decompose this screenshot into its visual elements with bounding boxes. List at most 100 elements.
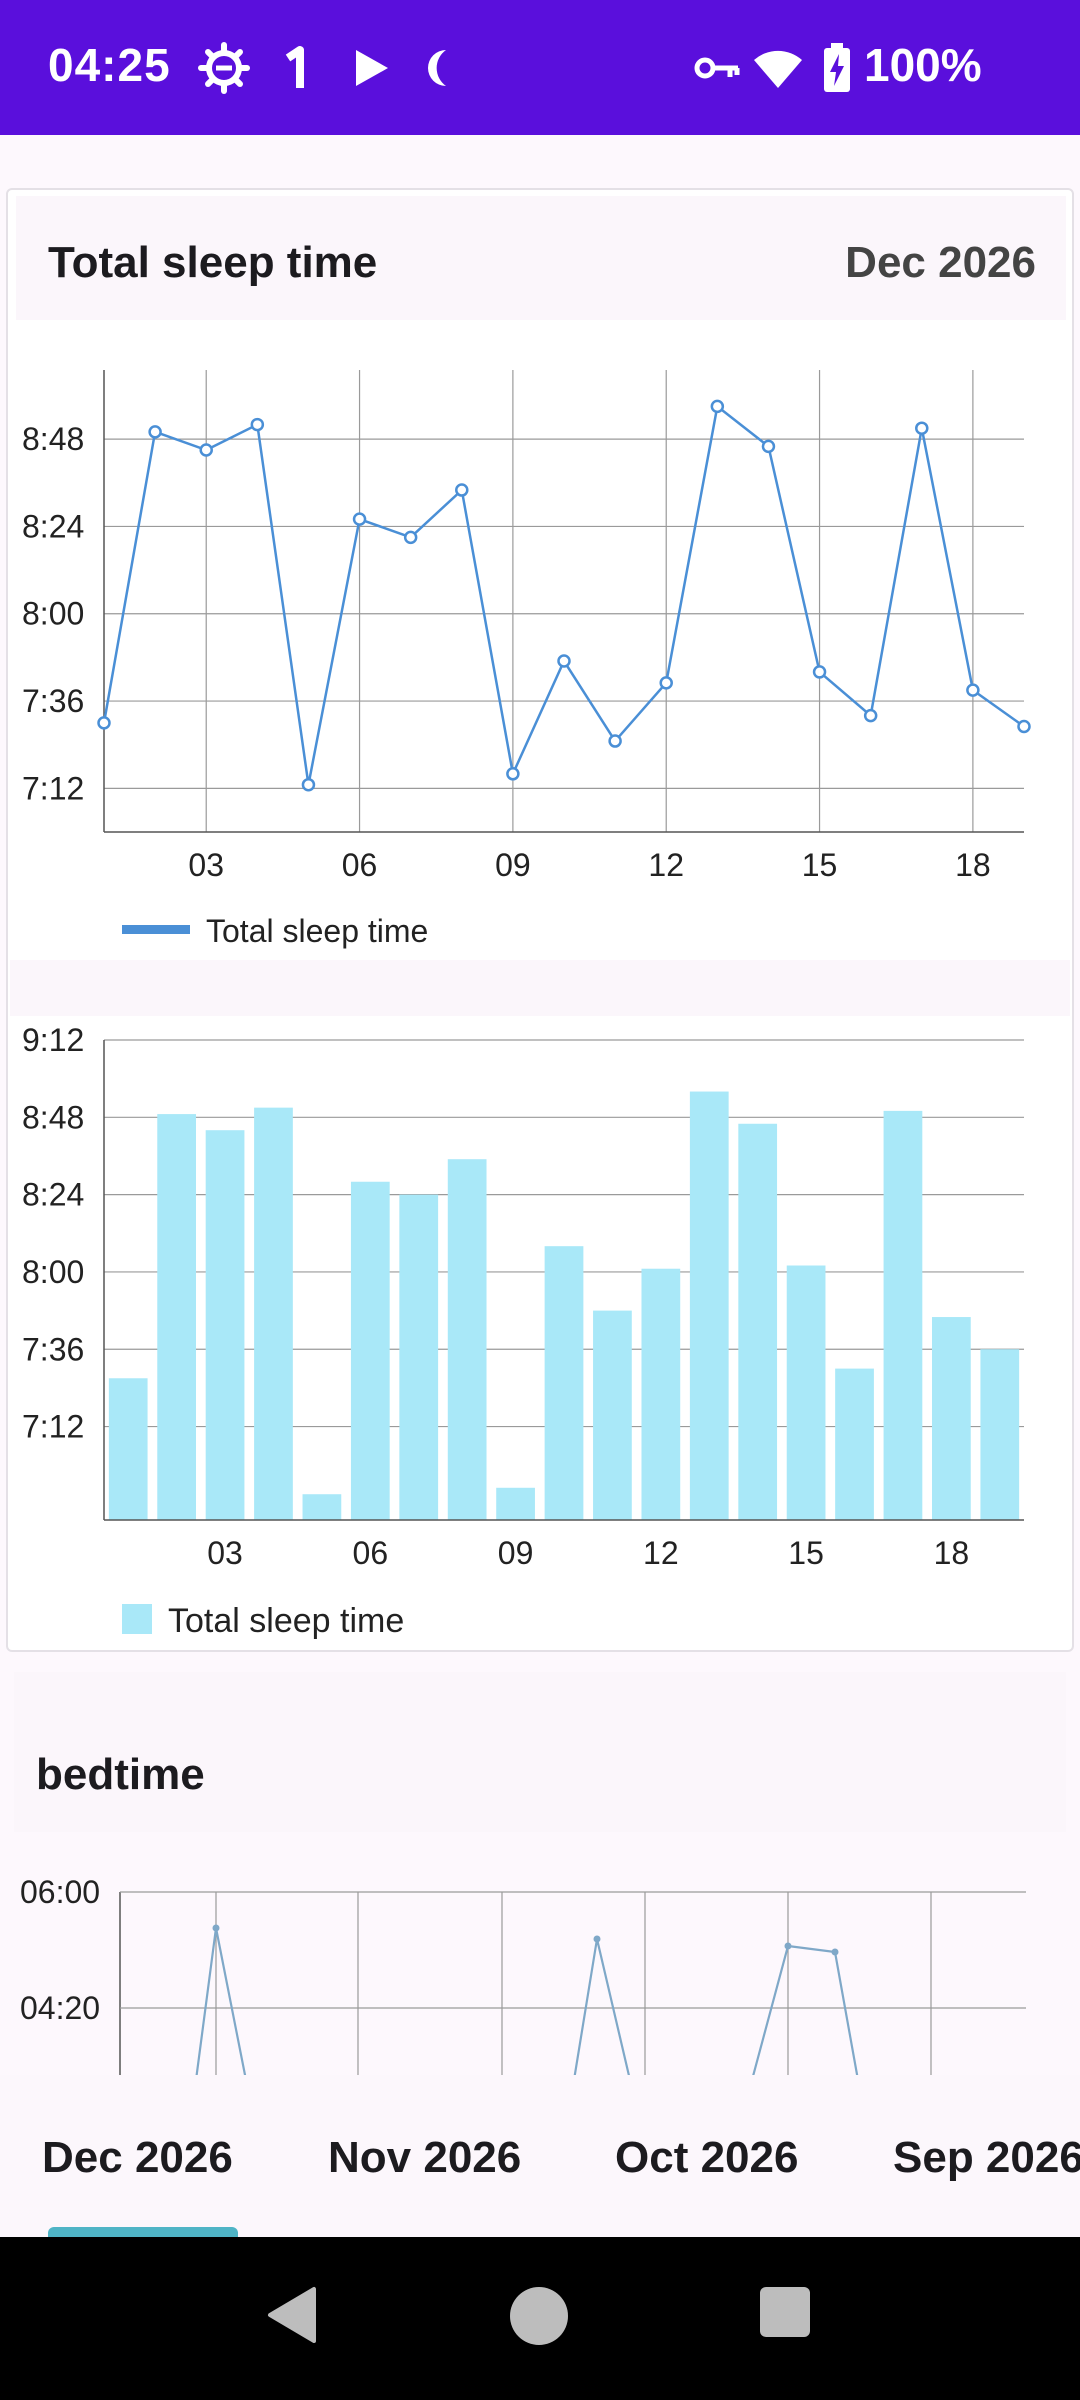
x-tick-label: 12 <box>643 1535 679 1571</box>
data-point <box>557 654 571 668</box>
wifi-icon <box>752 40 804 96</box>
y-tick-label: 04:20 <box>20 1990 100 2026</box>
bedtime-title: bedtime <box>36 1750 205 1799</box>
x-tick-label: 15 <box>802 847 838 883</box>
legend-swatch <box>122 1604 152 1634</box>
x-tick-label: 06 <box>353 1535 389 1571</box>
data-point <box>659 676 673 690</box>
bar <box>689 1091 729 1520</box>
moon-icon <box>428 40 448 96</box>
data-point <box>710 399 725 414</box>
back-icon[interactable] <box>262 2285 322 2345</box>
y-tick-label: 7:36 <box>22 1331 84 1367</box>
data-point <box>915 421 929 435</box>
data-point <box>784 1942 792 1950</box>
data-point <box>352 512 367 526</box>
tab-indicator <box>48 2227 238 2237</box>
x-tick-label: 18 <box>934 1535 970 1571</box>
y-tick-label: 7:12 <box>22 1409 84 1445</box>
card-month: Dec 2026 <box>845 238 1036 287</box>
bar <box>835 1368 874 1520</box>
bar <box>932 1317 971 1520</box>
bar <box>883 1110 923 1520</box>
data-point <box>966 683 980 697</box>
data-point <box>608 734 622 748</box>
y-tick-label: 8:48 <box>22 1099 84 1135</box>
notification-1-icon <box>282 40 312 96</box>
data-point <box>863 708 878 723</box>
bar <box>205 1130 245 1520</box>
data-point <box>761 439 776 454</box>
x-tick-label: 09 <box>495 847 531 883</box>
bar <box>302 1494 342 1520</box>
bar <box>980 1349 1020 1520</box>
y-tick-label: 7:12 <box>22 770 84 806</box>
legend-label: Total sleep time <box>168 1602 404 1640</box>
data-point <box>212 1924 220 1932</box>
battery-charging-icon <box>822 40 852 96</box>
series-line <box>752 1944 859 2075</box>
data-point <box>593 1935 601 1943</box>
chart-separator <box>10 960 1070 1016</box>
tab-oct-2026[interactable]: Oct 2026 <box>615 2133 799 2182</box>
x-tick-label: 06 <box>342 847 378 883</box>
bar <box>496 1487 535 1520</box>
bedtime-header: bedtime <box>14 1672 1066 1832</box>
data-point <box>301 777 316 792</box>
series-line <box>573 1938 630 2075</box>
bar <box>544 1246 584 1520</box>
gear-icon <box>198 40 250 96</box>
bar <box>108 1378 148 1520</box>
data-point <box>403 530 418 545</box>
y-tick-label: 8:00 <box>22 1254 84 1290</box>
recents-icon[interactable] <box>758 2285 812 2339</box>
card-header: Total sleep time Dec 2026 <box>16 196 1066 320</box>
line-chart: 03 06 09 12 15 18 7:12 7:36 8:00 8:24 8:48 Total sl… <box>22 370 1031 949</box>
bar <box>399 1194 439 1520</box>
vpn-key-icon <box>694 40 740 96</box>
navigation-bar <box>0 2237 1080 2400</box>
bedtime-chart: 06:00 04:20 <box>20 1874 1026 2075</box>
x-tick-label: 09 <box>498 1535 534 1571</box>
series-line <box>195 1927 247 2075</box>
y-tick-label: 8:48 <box>22 421 84 457</box>
bar <box>157 1114 196 1520</box>
y-tick-label: 8:00 <box>22 596 84 632</box>
bar <box>593 1310 632 1520</box>
status-bar: 04:25 100% <box>0 0 1080 135</box>
y-tick-label: 06:00 <box>20 1874 100 1910</box>
data-point <box>97 716 111 730</box>
bar <box>447 1159 487 1520</box>
tab-dec-2026[interactable]: Dec 2026 <box>42 2133 233 2182</box>
x-tick-label: 12 <box>648 847 684 883</box>
data-point <box>506 767 520 781</box>
card-title: Total sleep time <box>48 238 378 287</box>
x-tick-label: 15 <box>788 1535 824 1571</box>
data-point <box>1017 719 1031 734</box>
x-tick-label: 18 <box>955 847 991 883</box>
tab-sep-2026[interactable]: Sep 2026 <box>893 2133 1080 2182</box>
bar <box>786 1265 826 1520</box>
bar <box>350 1181 390 1520</box>
battery-percent: 100% <box>864 39 982 91</box>
bar <box>254 1107 293 1520</box>
y-tick-label: 9:12 <box>22 1022 84 1058</box>
bar <box>641 1268 681 1520</box>
x-tick-label: 03 <box>207 1535 243 1571</box>
bar <box>738 1123 778 1520</box>
data-point <box>148 425 162 439</box>
play-icon <box>352 40 392 96</box>
data-point <box>831 1948 839 1956</box>
month-tabs: Dec 2026 Nov 2026 Oct 2026 Sep 2026 <box>0 2075 1080 2237</box>
data-point <box>250 417 265 432</box>
tab-nov-2026[interactable]: Nov 2026 <box>328 2133 522 2182</box>
y-tick-label: 8:24 <box>22 1177 84 1213</box>
data-point <box>199 443 213 457</box>
data-point <box>455 483 469 497</box>
home-icon[interactable] <box>508 2285 570 2347</box>
bar-chart: 7:12 7:36 8:00 8:24 8:48 9:12 03 06 09 12 15 18 Tota… <box>22 1022 1024 1640</box>
status-time: 04:25 <box>48 39 171 91</box>
legend-swatch <box>122 925 190 934</box>
y-tick-label: 7:36 <box>22 683 84 719</box>
data-point <box>812 665 827 679</box>
